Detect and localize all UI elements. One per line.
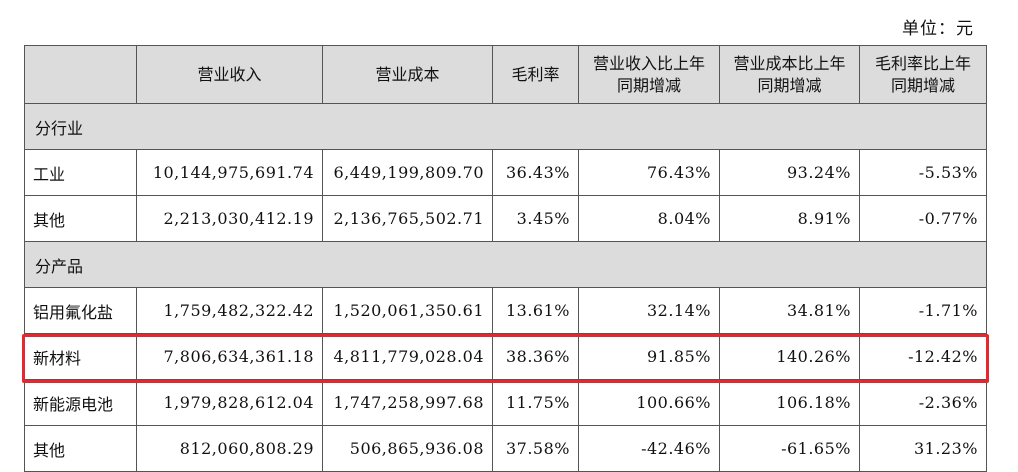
cell-cost: 2,136,765,502.71 (322, 195, 493, 242)
cell-cost-change: 34.81% (719, 287, 860, 334)
cell-cost-change: 106.18% (719, 379, 860, 426)
table-row-highlighted: 新材料 7,806,634,361.18 4,811,779,028.04 38… (24, 333, 987, 380)
header-revenue-change: 营业收入比上年同期增减 (578, 45, 720, 104)
cell-revenue: 10,144,975,691.74 (136, 149, 323, 196)
cell-cost-change: 140.26% (719, 333, 860, 380)
table-row: 新能源电池 1,979,828,612.04 1,747,258,997.68 … (24, 379, 987, 426)
table-row: 其他 812,060,808.29 506,865,936.08 37.58% … (24, 425, 987, 472)
header-blank (24, 45, 137, 104)
header-margin-change: 毛利率比上年同期增减 (859, 45, 987, 104)
row-category: 新能源电池 (24, 379, 137, 426)
cell-margin: 13.61% (492, 287, 579, 334)
section-title: 分产品 (24, 241, 987, 288)
section-row-product: 分产品 (24, 241, 987, 288)
cell-revenue-change: -42.46% (578, 425, 720, 472)
cell-margin-change: -1.71% (859, 287, 987, 334)
section-row-industry: 分行业 (24, 103, 987, 150)
cell-cost: 4,811,779,028.04 (322, 333, 493, 380)
cell-margin-change: -12.42% (859, 333, 987, 380)
cell-margin: 37.58% (492, 425, 579, 472)
cell-cost-change: -61.65% (719, 425, 860, 472)
row-category: 其他 (24, 195, 137, 242)
cell-revenue-change: 8.04% (578, 195, 720, 242)
table-row: 其他 2,213,030,412.19 2,136,765,502.71 3.4… (24, 195, 987, 242)
header-cost-change: 营业成本比上年同期增减 (719, 45, 860, 104)
cell-margin-change: 31.23% (859, 425, 987, 472)
cell-margin: 11.75% (492, 379, 579, 426)
header-row: 营业收入 营业成本 毛利率 营业收入比上年同期增减 营业成本比上年同期增减 毛利… (24, 45, 987, 104)
cell-cost: 1,747,258,997.68 (322, 379, 493, 426)
row-category: 其他 (24, 425, 137, 472)
header-cost: 营业成本 (322, 45, 493, 104)
header-margin: 毛利率 (492, 45, 579, 104)
cell-revenue: 2,213,030,412.19 (136, 195, 323, 242)
cell-cost-change: 8.91% (719, 195, 860, 242)
cell-cost: 6,449,199,809.70 (322, 149, 493, 196)
cell-revenue: 1,979,828,612.04 (136, 379, 323, 426)
cell-cost: 506,865,936.08 (322, 425, 493, 472)
section-title: 分行业 (24, 103, 987, 150)
cell-cost-change: 93.24% (719, 149, 860, 196)
cell-revenue-change: 100.66% (578, 379, 720, 426)
cell-revenue-change: 76.43% (578, 149, 720, 196)
financial-table: 营业收入 营业成本 毛利率 营业收入比上年同期增减 营业成本比上年同期增减 毛利… (24, 45, 987, 472)
cell-revenue: 1,759,482,322.42 (136, 287, 323, 334)
cell-revenue-change: 91.85% (578, 333, 720, 380)
unit-label: 单位：元 (902, 19, 974, 39)
table-row: 工业 10,144,975,691.74 6,449,199,809.70 36… (24, 149, 987, 196)
row-category: 工业 (24, 149, 137, 196)
cell-margin-change: -0.77% (859, 195, 987, 242)
cell-margin: 36.43% (492, 149, 579, 196)
cell-revenue: 7,806,634,361.18 (136, 333, 323, 380)
cell-margin-change: -5.53% (859, 149, 987, 196)
row-category: 铝用氟化盐 (24, 287, 137, 334)
row-category: 新材料 (24, 333, 137, 380)
table-row: 铝用氟化盐 1,759,482,322.42 1,520,061,350.61 … (24, 287, 987, 334)
cell-revenue-change: 32.14% (578, 287, 720, 334)
cell-margin: 3.45% (492, 195, 579, 242)
cell-margin-change: -2.36% (859, 379, 987, 426)
header-revenue: 营业收入 (136, 45, 323, 104)
cell-margin: 38.36% (492, 333, 579, 380)
cell-cost: 1,520,061,350.61 (322, 287, 493, 334)
cell-revenue: 812,060,808.29 (136, 425, 323, 472)
